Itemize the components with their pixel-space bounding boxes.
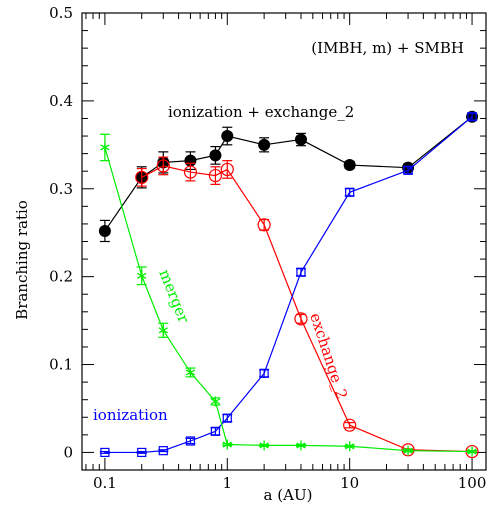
y-tick-label: 0.4: [49, 92, 73, 110]
data-point: [137, 447, 147, 458]
data-point: [467, 112, 477, 122]
data-point: [343, 159, 356, 172]
data-point: [98, 224, 111, 237]
axis-ticks: 0 0.1 0.2 0.3 0.4 0.5 0.1 1 10 100: [49, 4, 486, 492]
data-point: [294, 133, 307, 146]
total-series-label: ionization + exchange_2: [168, 103, 354, 121]
series-merger: [99, 133, 478, 457]
data-point: [222, 439, 232, 450]
data-point: [210, 426, 221, 436]
data-point: [209, 149, 222, 162]
ionization-series-label: ionization: [93, 406, 168, 424]
x-tick-label: 1: [223, 474, 233, 492]
asterisk-stroke: [403, 447, 413, 454]
data-point: [220, 162, 234, 177]
asterisk-stroke: [296, 442, 306, 449]
asterisk-stroke: [210, 398, 221, 405]
data-point: [221, 130, 234, 143]
series-line: [104, 116, 473, 232]
series-ionization-exchange-2: [98, 110, 479, 243]
data-point: [137, 270, 147, 281]
plot-border: [81, 12, 487, 471]
x-axis-label: a (AU): [264, 486, 313, 504]
data-point: [183, 165, 198, 179]
data-point: [185, 436, 196, 446]
asterisk-stroke: [345, 443, 355, 450]
data-point: [258, 138, 271, 151]
series-group: [98, 110, 479, 459]
asterisk-stroke: [100, 144, 110, 151]
x-tick-label: 100: [458, 474, 487, 492]
asterisk-stroke: [185, 369, 196, 376]
x-tick-label: 0.1: [93, 474, 117, 492]
data-point: [345, 187, 355, 197]
data-point: [343, 418, 357, 432]
data-point: [345, 441, 355, 452]
asterisk-stroke: [222, 441, 232, 448]
data-point: [259, 440, 269, 451]
merger-series-label: merger: [155, 267, 193, 326]
data-point: [257, 218, 271, 232]
asterisk-stroke: [158, 327, 168, 334]
data-point: [296, 267, 306, 277]
data-point: [135, 170, 149, 184]
y-tick-label: 0.2: [49, 268, 73, 286]
data-point: [100, 142, 110, 153]
exchange-series-label: exchange_2: [306, 311, 351, 402]
data-point: [296, 440, 306, 451]
y-tick-label: 0: [63, 443, 73, 461]
data-point: [467, 446, 477, 457]
asterisk-stroke: [467, 448, 477, 455]
data-point: [158, 325, 168, 336]
plot-frame: [81, 12, 487, 471]
data-point: [156, 159, 170, 173]
data-point: [259, 368, 269, 378]
data-point: [185, 367, 196, 378]
y-tick-label: 0.5: [49, 4, 73, 22]
y-axis-label: Branching ratio: [13, 200, 31, 320]
asterisk-stroke: [137, 272, 147, 279]
series-line: [141, 165, 473, 453]
x-tick-label: 10: [340, 474, 359, 492]
data-point: [222, 413, 232, 423]
data-point: [294, 312, 308, 326]
asterisk-stroke: [259, 442, 269, 449]
y-tick-label: 0.3: [49, 180, 73, 198]
data-point: [208, 168, 223, 183]
data-point: [403, 165, 413, 175]
data-point: [100, 447, 110, 458]
system-annotation: (IMBH, m) + SMBH: [311, 39, 464, 57]
data-point: [403, 445, 413, 456]
series-ionization: [99, 112, 478, 458]
data-point: [210, 396, 221, 407]
y-tick-label: 0.1: [49, 356, 73, 374]
data-point: [158, 446, 168, 456]
